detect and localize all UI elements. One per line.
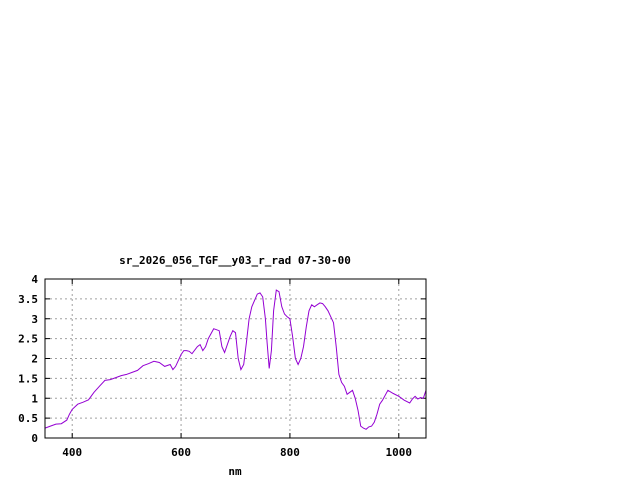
y-tick-label: 3 xyxy=(31,313,38,326)
grid-lines xyxy=(45,279,426,438)
x-tick-label: 600 xyxy=(171,446,191,459)
x-axis-label: nm xyxy=(228,465,242,478)
y-tick-label: 1.5 xyxy=(18,372,38,385)
plot-frame xyxy=(44,278,427,439)
y-tick-label: 0.5 xyxy=(18,412,38,425)
y-tick-label: 2 xyxy=(31,353,38,366)
x-tick-label: 800 xyxy=(280,446,300,459)
x-tick-label: 400 xyxy=(62,446,82,459)
y-tick-label: 0 xyxy=(31,432,38,445)
y-tick-label: 2.5 xyxy=(18,333,38,346)
axis-ticks: 0 0.5 1 1.5 2 2.5 3 3.5 4 400 600 800 1000 xyxy=(18,273,426,459)
y-tick-label: 3.5 xyxy=(18,293,38,306)
series-line xyxy=(44,289,427,430)
x-tick-label: 1000 xyxy=(386,446,413,459)
y-tick-label: 1 xyxy=(31,392,38,405)
chart-title: sr_2026_056_TGF__y03_r_rad 07-30-00 xyxy=(119,254,351,267)
y-tick-label: 4 xyxy=(31,273,38,286)
